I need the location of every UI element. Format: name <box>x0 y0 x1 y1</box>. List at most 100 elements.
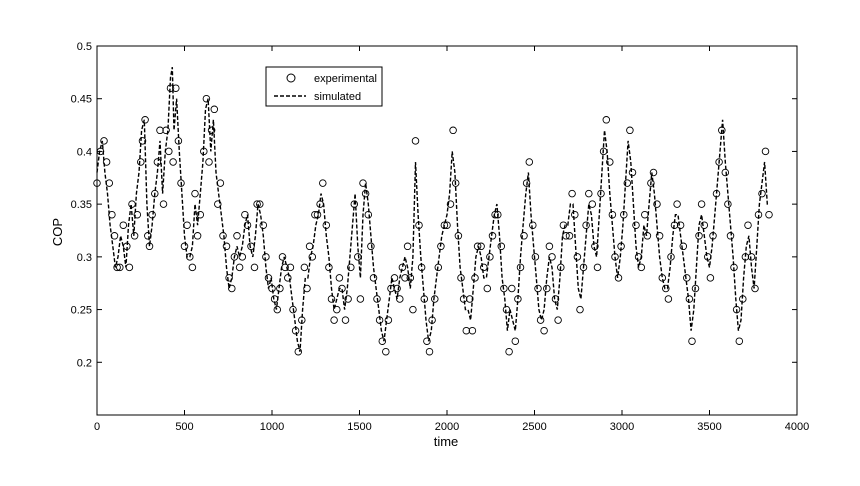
data-point-experimental <box>243 221 252 229</box>
data-point-experimental <box>568 189 576 198</box>
data-point-experimental <box>632 221 640 229</box>
data-point-experimental <box>606 158 614 166</box>
data-point-experimental <box>741 253 750 261</box>
y-axis: 0.2 0.25 0.3 0.35 0.4 0.45 0.5 <box>71 41 797 369</box>
data-point-experimental <box>543 284 551 293</box>
data-point-experimental <box>125 263 134 272</box>
data-point-experimental <box>706 274 715 282</box>
data-point-experimental <box>591 242 599 251</box>
data-point-experimental <box>191 189 199 198</box>
data-point-experimental <box>156 126 164 135</box>
data-point-experimental <box>186 253 194 261</box>
data-point-experimental <box>123 242 131 251</box>
data-point-experimental <box>210 105 219 114</box>
data-point-experimental <box>718 126 726 135</box>
data-point-experimental <box>316 200 324 208</box>
data-point-experimental <box>508 284 516 293</box>
data-point-experimental <box>322 221 331 229</box>
data-point-experimental <box>356 295 365 303</box>
data-point-experimental <box>529 221 537 229</box>
data-point-experimental <box>373 295 381 303</box>
data-point-experimental <box>573 253 582 261</box>
data-point-experimental <box>446 200 455 208</box>
data-point-experimental <box>649 168 658 177</box>
data-point-experimental <box>382 347 390 356</box>
data-point-experimental <box>259 221 268 229</box>
data-point-experimental <box>715 158 723 166</box>
data-point-experimental <box>415 221 423 229</box>
data-point-experimental <box>599 147 608 156</box>
data-point-experimental <box>423 337 431 345</box>
data-point-experimental <box>486 253 494 261</box>
data-point-experimental <box>102 158 111 166</box>
data-point-experimental <box>384 316 393 324</box>
data-point-experimental <box>732 305 741 314</box>
data-point-experimental <box>378 337 387 345</box>
data-point-experimental <box>683 274 691 282</box>
data-point-experimental <box>473 242 482 251</box>
data-point-experimental <box>128 200 136 208</box>
x-tick-label: 3000 <box>610 421 634 433</box>
data-point-experimental <box>700 221 709 229</box>
data-point-experimental <box>551 295 560 303</box>
data-point-experimental <box>230 253 239 261</box>
data-point-experimental <box>183 221 191 229</box>
data-point-experimental <box>298 316 306 324</box>
data-point-experimental <box>303 284 311 293</box>
data-point-experimental <box>505 347 513 356</box>
data-point-experimental <box>425 347 434 356</box>
data-point-experimental <box>531 253 540 261</box>
data-point-experimental <box>593 263 602 272</box>
data-point-experimental <box>284 274 292 282</box>
data-point-experimental <box>516 263 525 272</box>
data-point-experimental <box>305 242 314 251</box>
data-point-experimental <box>454 232 463 240</box>
data-point-experimental <box>667 253 675 261</box>
data-point-experimental <box>241 210 249 219</box>
data-point-experimental <box>291 326 300 335</box>
data-point-experimental <box>338 284 346 293</box>
data-point-experimental <box>585 189 593 198</box>
data-point-experimental <box>93 179 101 187</box>
data-point-experimental <box>398 263 407 272</box>
data-point-experimental <box>108 210 116 219</box>
x-tick-label: 2500 <box>522 421 546 433</box>
data-point-experimental <box>462 326 471 335</box>
data-point-experimental <box>278 253 287 261</box>
data-point-experimental <box>641 210 649 219</box>
data-point-experimental <box>247 242 255 251</box>
legend-box <box>265 66 383 107</box>
data-point-experimental <box>225 274 233 282</box>
data-point-experimental <box>662 284 670 293</box>
data-point-experimental <box>477 242 485 251</box>
data-point-experimental <box>721 168 730 177</box>
data-point-experimental <box>471 274 479 282</box>
data-point-experimental <box>153 158 162 166</box>
data-point-experimental <box>685 295 694 303</box>
data-point-experimental <box>597 189 605 198</box>
data-point-experimental <box>119 221 128 229</box>
data-point-experimental <box>494 210 502 219</box>
data-point-experimental <box>614 274 623 282</box>
data-point-experimental <box>367 242 375 251</box>
data-point-experimental <box>634 253 643 261</box>
data-point-experimental <box>219 232 227 240</box>
data-point-experimental <box>440 221 449 229</box>
data-point-experimental <box>540 326 548 335</box>
data-point-experimental <box>235 263 244 272</box>
data-point-experimental <box>443 221 451 229</box>
data-point-experimental <box>758 189 766 198</box>
data-point-experimental <box>488 232 497 240</box>
x-tick-label: 4000 <box>785 421 809 433</box>
data-point-experimental <box>525 158 534 166</box>
data-point-experimental <box>483 284 492 293</box>
data-point-experimental <box>534 284 542 293</box>
data-point-experimental <box>141 116 149 124</box>
data-point-experimental <box>238 253 247 261</box>
data-point-experimental <box>270 295 279 303</box>
data-point-experimental <box>559 221 568 229</box>
data-point-experimental <box>637 263 646 272</box>
data-point-experimental <box>350 200 359 208</box>
data-point-experimental <box>313 210 322 219</box>
